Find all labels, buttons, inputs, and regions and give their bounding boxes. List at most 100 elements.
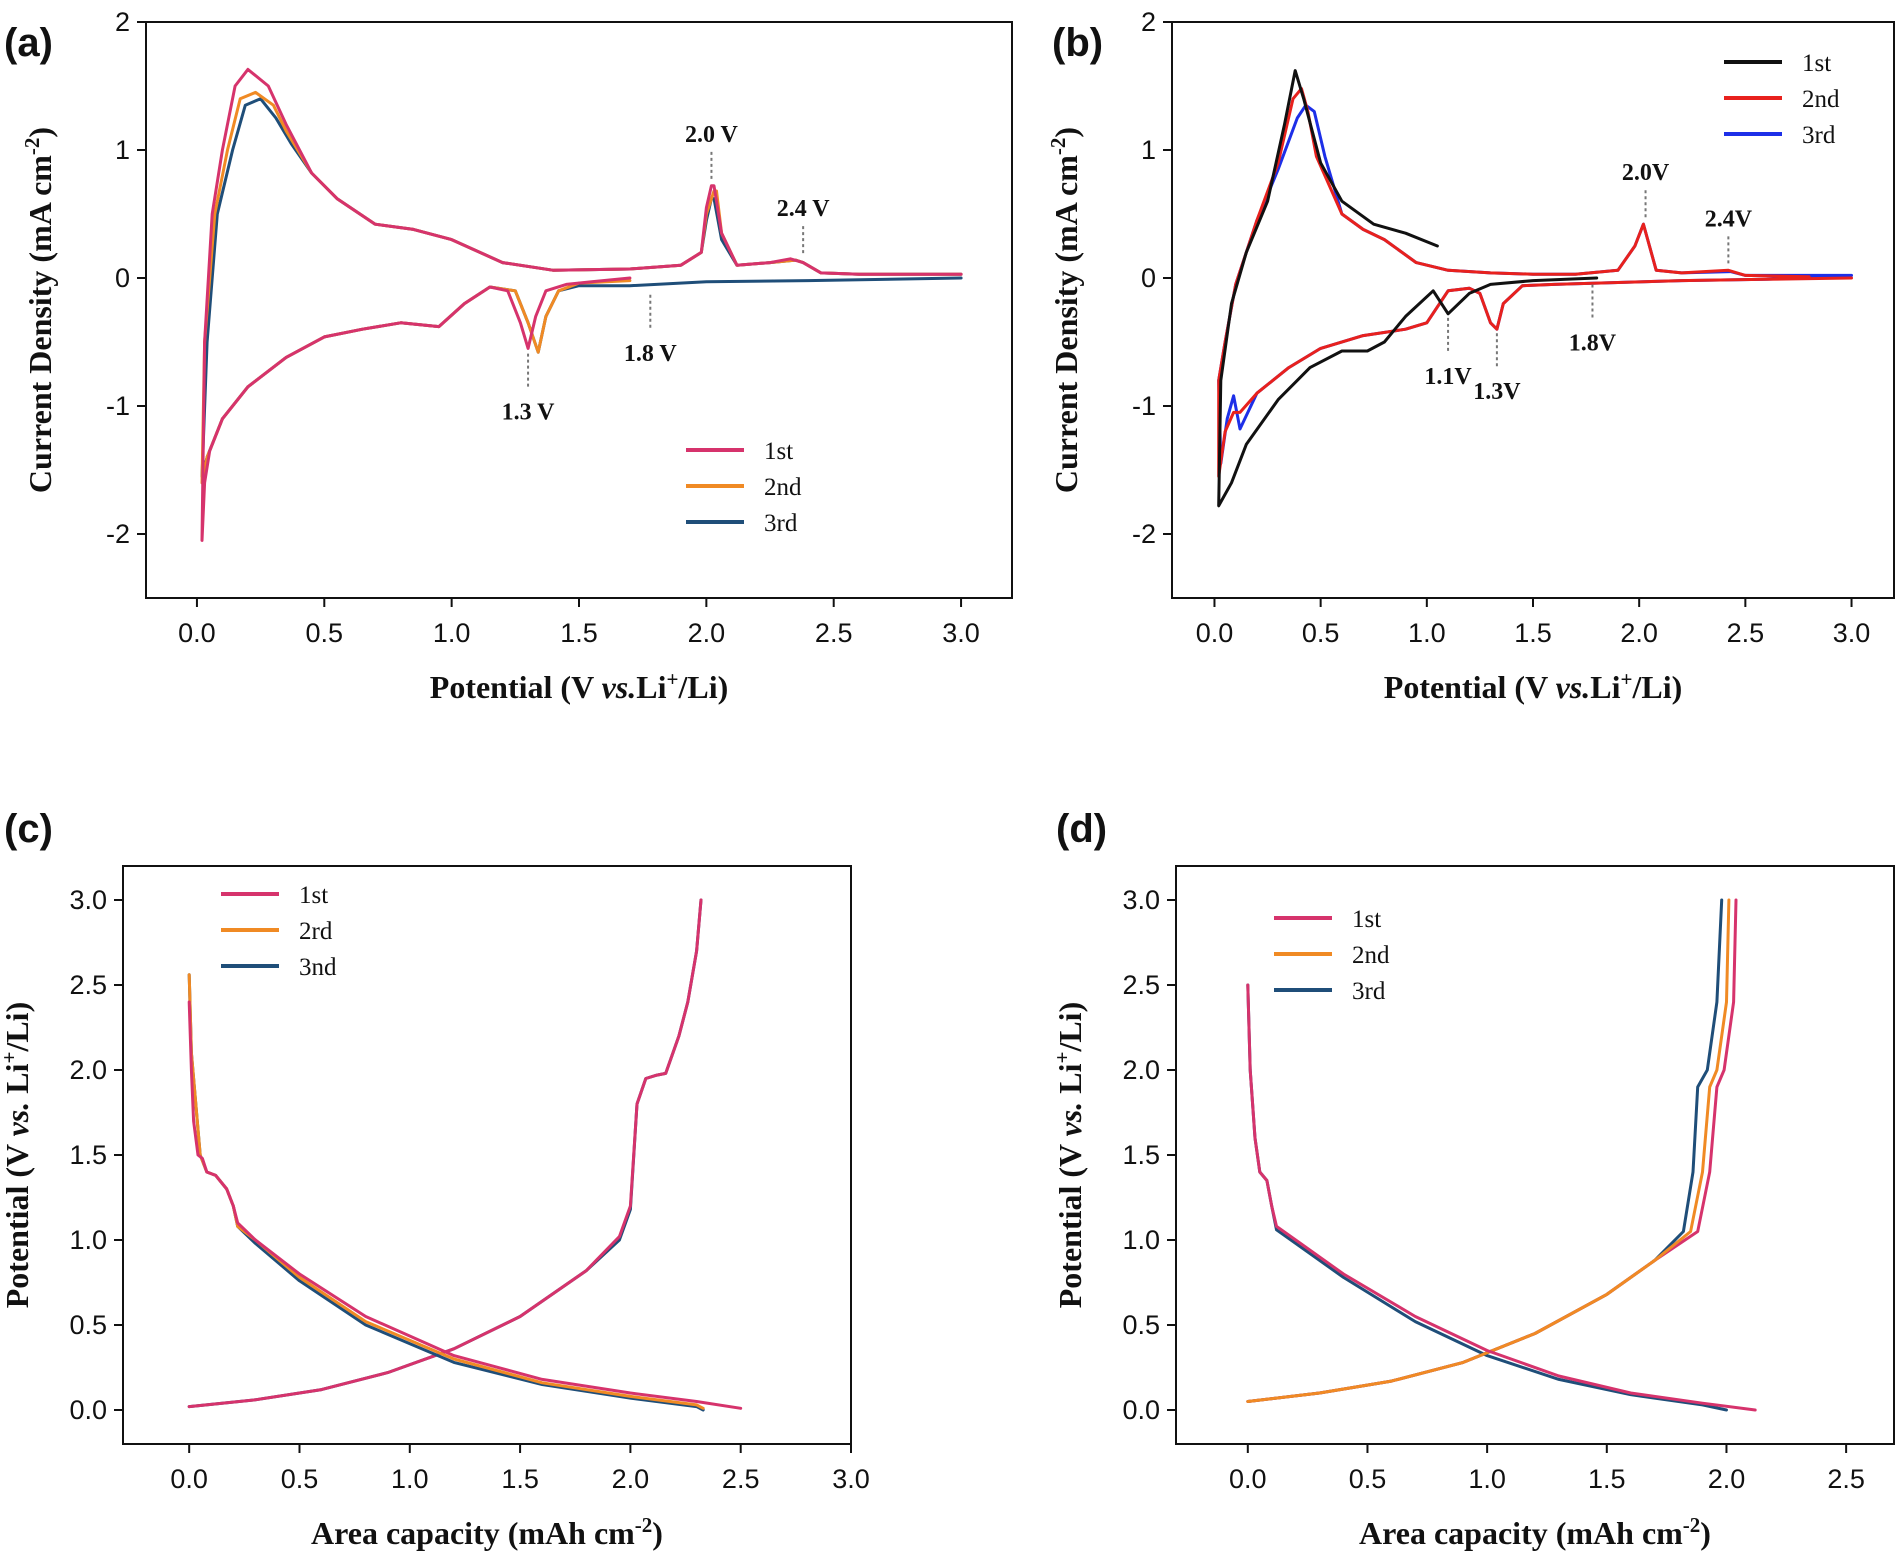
peak-annotation: 2.4V [1705, 206, 1753, 232]
y-tick-label: 2.0 [69, 1055, 107, 1085]
y-tick-label: 0.5 [69, 1310, 107, 1340]
y-axis-title-part: + [1050, 1052, 1074, 1064]
y-tick-label: -2 [1132, 519, 1156, 549]
legend: 1st 2nd 3rd [686, 438, 802, 537]
legend-label: 1st [1802, 50, 1831, 77]
x-axis-title-part: Li [636, 669, 666, 705]
y-axis-title-part: Potential (V [1052, 1136, 1088, 1308]
x-tick-label: 2.0 [1708, 1464, 1746, 1494]
legend-label: 3nd [299, 954, 337, 981]
peak-annotation: 1.1V [1424, 364, 1472, 390]
y-tick-label: 3.0 [69, 885, 107, 915]
y-tick-label: 1.5 [1122, 1140, 1160, 1170]
legend-label: 2rd [299, 918, 333, 945]
x-axis-title-part: /Li) [1631, 669, 1682, 705]
x-axis-title: Area capacity (mAh cm-2) [311, 1513, 663, 1551]
legend-label: 2nd [1802, 86, 1840, 113]
x-tick-label: 1.0 [433, 618, 471, 648]
peak-annotation: 1.3 V [502, 400, 556, 426]
peak-annotation: 2.4 V [777, 196, 831, 222]
x-axis-title: Area capacity (mAh cm-2) [1359, 1513, 1711, 1551]
y-tick-label: 1 [1141, 135, 1156, 165]
y-axis-title: Current Density (mA cm-2) [20, 127, 58, 493]
x-axis-title-part: Potential (V [430, 669, 602, 705]
panel-label: (d) [1056, 807, 1107, 851]
series-line [187, 898, 703, 1409]
panel-label: (b) [1052, 21, 1103, 65]
x-tick-label: 1.5 [560, 618, 598, 648]
x-axis-title-part: Area capacity (mAh cm [1359, 1515, 1683, 1551]
legend: 1st 2nd 3rd [1274, 906, 1390, 1005]
x-tick-label: 0.5 [306, 618, 344, 648]
series-line [1246, 898, 1731, 1403]
x-tick-label: 2.5 [1827, 1464, 1865, 1494]
panel-d: (d) 0.0 0.5 1.0 1.5 2.0 2.5 0.0 0.5 1.0 1.5 2.0 2.5 3… [1050, 807, 1895, 1551]
panel-label: (a) [4, 21, 53, 65]
y-axis-title-part: /Li) [1052, 1002, 1088, 1053]
x-tick-label: 1.5 [1588, 1464, 1626, 1494]
x-axis-title: Potential (V vs.Li+/Li) [1384, 667, 1682, 705]
y-tick-label: 1.0 [1122, 1225, 1160, 1255]
x-axis-title-part: vs. [1556, 669, 1591, 705]
x-tick-label: 1.5 [1514, 618, 1552, 648]
legend-label: 3rd [1802, 122, 1836, 149]
y-axis-title-part: Current Density (mA cm [1048, 155, 1084, 493]
y-tick-label: 0.0 [69, 1395, 107, 1425]
y-tick-label: 2 [115, 7, 130, 37]
y-axis-title-part: -2 [20, 138, 44, 156]
x-axis-title-part: + [666, 667, 678, 691]
y-tick-label: 1.0 [69, 1225, 107, 1255]
y-tick-label: 2 [1141, 7, 1156, 37]
legend-label: 2nd [1352, 942, 1390, 969]
x-tick-label: 2.5 [722, 1464, 760, 1494]
x-tick-label: 1.0 [1468, 1464, 1506, 1494]
x-tick-label: 2.0 [688, 618, 726, 648]
y-axis-title: Current Density (mA cm-2) [1046, 127, 1084, 493]
x-tick-label: 3.0 [942, 618, 980, 648]
x-axis-title-part: Area capacity (mAh cm [311, 1515, 635, 1551]
x-tick-label: 0.0 [1229, 1464, 1267, 1494]
series-line [1246, 983, 1757, 1412]
panel-a: (a) 0.0 0.5 1.0 1.5 2.0 2.5 3.0 -2 -1 0 1 2 Potential… [4, 7, 1013, 705]
legend-label: 1st [764, 438, 793, 465]
legend-label: 2nd [764, 474, 802, 501]
x-axis-title-part: + [1620, 667, 1632, 691]
legend: 1st 2nd 3rd [1724, 50, 1840, 149]
x-axis-title: Potential (V vs.Li+/Li) [430, 667, 728, 705]
y-axis-title-part: /Li) [0, 1002, 35, 1053]
x-tick-label: 0.5 [1349, 1464, 1387, 1494]
x-tick-label: 3.0 [1833, 618, 1871, 648]
y-tick-label: 1 [115, 135, 130, 165]
peak-annotation: 1.8 V [624, 341, 678, 367]
y-tick-label: 2.5 [69, 970, 107, 1000]
legend-label: 1st [299, 882, 328, 909]
x-axis-title-part: vs. [602, 669, 637, 705]
x-tick-label: 0.0 [178, 618, 216, 648]
y-axis-title-part: ) [1048, 127, 1084, 138]
x-axis-title-part: Potential (V [1384, 669, 1556, 705]
x-axis-title-part: ) [1700, 1515, 1711, 1551]
y-tick-label: 0 [115, 263, 130, 293]
series-line [1217, 69, 1599, 508]
legend-label: 1st [1352, 906, 1381, 933]
x-tick-label: 2.5 [815, 618, 853, 648]
y-tick-label: 3.0 [1122, 885, 1160, 915]
y-axis-title-part: Li [1052, 1063, 1088, 1101]
x-tick-label: 2.0 [612, 1464, 650, 1494]
y-axis-title-part: vs. [0, 1102, 35, 1137]
y-axis-title-part: + [0, 1052, 21, 1064]
x-tick-label: 0.0 [1196, 618, 1234, 648]
series-line [200, 67, 963, 542]
x-axis-title-part: Li [1590, 669, 1620, 705]
peak-annotation: 1.8V [1569, 331, 1617, 357]
x-tick-label: 2.5 [1727, 618, 1765, 648]
y-axis-title: Potential (V vs. Li+/Li) [1050, 1002, 1088, 1308]
x-tick-label: 1.0 [1408, 618, 1446, 648]
y-tick-label: 2.5 [1122, 970, 1160, 1000]
y-axis-title-part: Li [0, 1063, 35, 1101]
series-line [187, 1000, 743, 1410]
y-axis-title: Potential (V vs. Li+/Li) [0, 1002, 35, 1308]
x-tick-label: 3.0 [832, 1464, 870, 1494]
y-axis-title-part: -2 [1046, 138, 1070, 156]
